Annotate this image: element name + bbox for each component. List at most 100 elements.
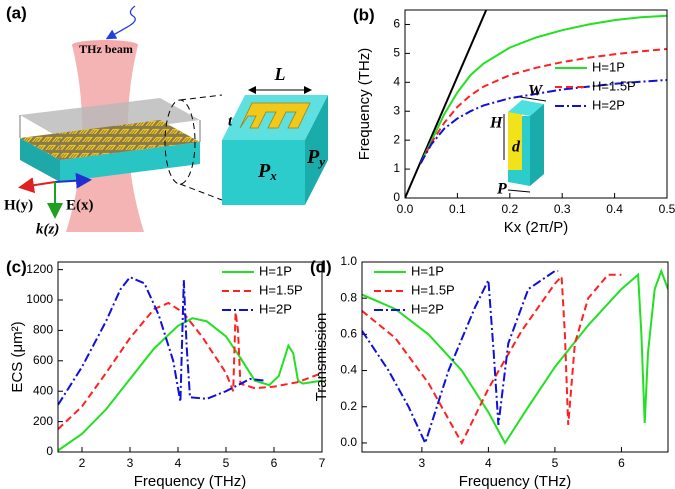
legend-label: H=1P	[411, 263, 444, 278]
x-axis-label: Kx (2π/P)	[504, 219, 569, 236]
e-arrow	[54, 172, 92, 189]
legend-label: H=1.5P	[592, 78, 636, 93]
x-tick-label: 6	[271, 456, 278, 470]
panel-label: (d)	[310, 257, 332, 276]
beam-label: THz beam	[79, 42, 133, 56]
plot-frame	[57, 261, 323, 453]
x-tick-label: 6	[618, 456, 625, 470]
inset-label: P	[496, 181, 507, 198]
inset-front	[508, 116, 530, 186]
series-line	[58, 317, 322, 452]
x-tick-label: 0.0	[397, 202, 414, 216]
y-tick-label: 600	[33, 353, 53, 367]
y-tick-label: 0.6	[340, 327, 357, 341]
dim-sub: x	[269, 168, 277, 183]
inset-label: H	[489, 115, 503, 132]
y-tick-label: 1200	[26, 262, 53, 276]
x-tick-label: 4	[485, 456, 492, 470]
y-axis-label: Transmission	[313, 313, 330, 402]
inset-label: d	[512, 139, 521, 156]
x-tick-label: 0.5	[659, 202, 675, 216]
dim-label: L	[274, 64, 286, 84]
legend-label: H=1P	[259, 263, 292, 278]
dim-label: Px	[257, 160, 277, 183]
slab-front	[20, 138, 60, 182]
x-tick-label: 5	[552, 456, 559, 470]
y-tick-label: 1.0	[340, 254, 357, 268]
x-tick-label: 3	[419, 456, 426, 470]
dim-sub: y	[317, 154, 325, 169]
y-axis-label: ECS (μm²)	[9, 321, 26, 392]
series-line	[58, 301, 322, 430]
cell-front	[222, 140, 305, 205]
y-tick-label: 5	[393, 46, 400, 60]
y-tick-label: 6	[393, 17, 400, 31]
y-tick-label: 0	[46, 444, 53, 458]
series-line	[362, 273, 622, 446]
panel-label: (c)	[6, 257, 27, 276]
panel-label: (a)	[6, 3, 27, 22]
inset-label: W	[528, 83, 544, 100]
plot-frame	[404, 9, 668, 199]
y-tick-label: 3	[393, 103, 400, 117]
y-tick-label: 200	[33, 414, 53, 428]
y-tick-label: 0.2	[340, 399, 357, 413]
series-line	[419, 79, 667, 164]
x-tick-label: 5	[223, 456, 230, 470]
x-tick-label: 4	[175, 456, 182, 470]
y-tick-label: 0.4	[340, 363, 357, 377]
series-line	[362, 268, 668, 445]
slab-cover	[20, 98, 200, 138]
x-tick-label: 3	[127, 456, 134, 470]
inset-top	[508, 100, 544, 116]
y-tick-label: 1	[393, 161, 400, 175]
legend-label: H=2P	[259, 301, 292, 316]
legend-label: H=2P	[592, 97, 625, 112]
y-axis-label: Frequency (THz)	[356, 48, 373, 161]
x-axis-label: Frequency (THz)	[134, 473, 247, 489]
series-line	[362, 270, 559, 446]
zoom-line	[179, 183, 223, 201]
inset-dim	[519, 96, 547, 102]
x-tick-label: 0.2	[501, 202, 518, 216]
beam-top	[72, 40, 138, 50]
y-tick-label: 0.0	[340, 435, 357, 449]
y-tick-label: 0	[393, 190, 400, 204]
y-tick-label: 2	[393, 132, 400, 146]
beam-arrow	[105, 5, 136, 40]
y-tick-label: 400	[33, 383, 53, 397]
legend-label: H=1P	[592, 59, 625, 74]
inset-dim	[507, 189, 531, 193]
zoom-line	[179, 94, 223, 101]
h-arrow	[18, 177, 56, 194]
dim-base: P	[257, 160, 271, 182]
series-line	[419, 14, 667, 164]
x-axis-label: Frequency (THz)	[459, 473, 572, 489]
y-tick-label: 1000	[26, 292, 53, 306]
axis-label: k(z)	[36, 221, 59, 237]
slab-top	[20, 120, 200, 160]
dim-label: t	[228, 113, 233, 129]
comb-pattern	[239, 102, 311, 129]
inset-side	[530, 104, 544, 186]
inset: H W d P	[489, 83, 547, 198]
axis-label: E(x)	[66, 197, 94, 213]
x-tick-label: 0.1	[449, 202, 466, 216]
cell-side	[305, 95, 328, 205]
legend-label: H=1.5P	[259, 282, 303, 297]
x-tick-label: 7	[319, 456, 326, 470]
plot-frame	[361, 261, 669, 453]
series-line	[419, 48, 667, 164]
panel-a: (a) THz beam L t Px Py H(y) E(x) k(z)	[4, 3, 328, 237]
legend-label: H=2P	[411, 301, 444, 316]
axis-label: H(y)	[4, 197, 33, 213]
dim-base: P	[306, 146, 320, 168]
panel-label: (b)	[353, 5, 375, 24]
x-tick-label: 2	[79, 456, 86, 470]
x-tick-label: 0.3	[554, 202, 571, 216]
inset-metal	[508, 100, 522, 182]
series-line	[405, 10, 488, 198]
dim-label: Py	[306, 146, 325, 169]
legend-label: H=1.5P	[411, 282, 455, 297]
